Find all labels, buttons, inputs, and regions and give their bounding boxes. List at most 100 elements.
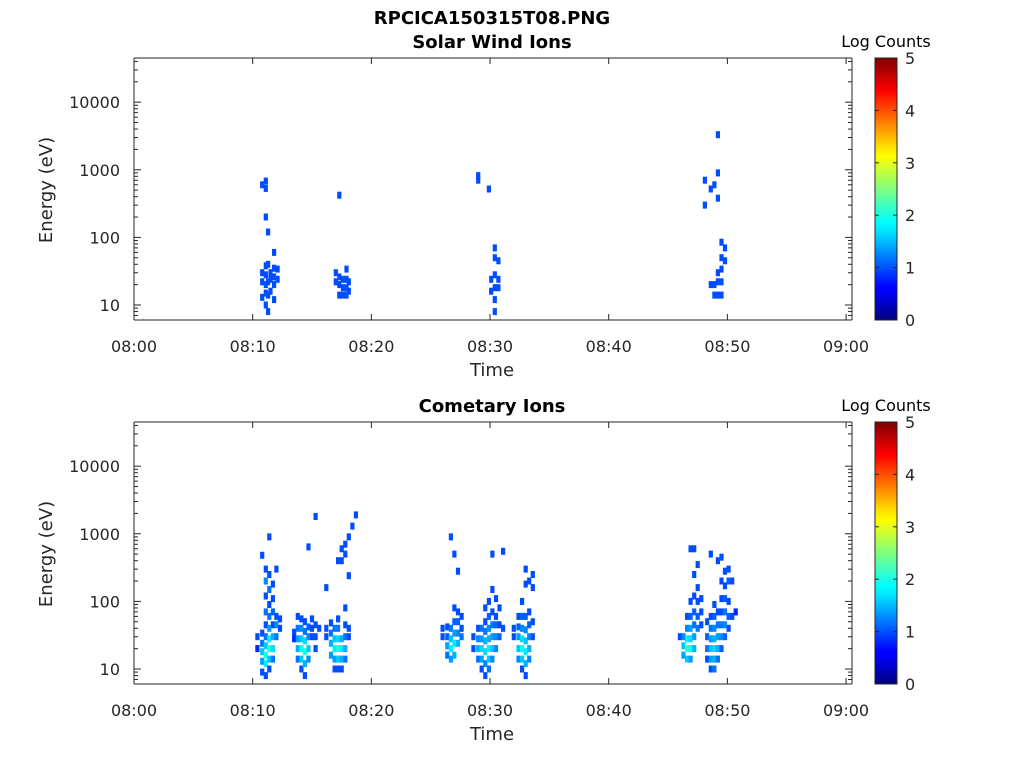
heatmap-cell bbox=[715, 131, 720, 139]
heatmap-cell bbox=[299, 624, 304, 632]
heatmap-cell bbox=[306, 655, 311, 663]
heatmap-cell bbox=[263, 213, 268, 221]
heatmap-cell bbox=[692, 621, 697, 629]
heatmap-cell bbox=[344, 284, 349, 292]
heatmap-cell bbox=[272, 248, 277, 256]
heatmap-cell bbox=[483, 627, 488, 635]
heatmap-cell bbox=[699, 608, 704, 616]
heatmap-cell bbox=[483, 648, 488, 656]
x-tick-label: 08:40 bbox=[586, 701, 632, 720]
heatmap-cell bbox=[260, 181, 265, 189]
heatmap-cell bbox=[260, 551, 265, 559]
heatmap-cell bbox=[275, 275, 280, 283]
heatmap-cell bbox=[299, 615, 304, 623]
heatmap-cell bbox=[302, 672, 307, 680]
heatmap-cell bbox=[493, 621, 499, 629]
heatmap-cell bbox=[306, 543, 311, 551]
heatmap-cell bbox=[263, 642, 268, 650]
heatmap-cell bbox=[715, 633, 720, 641]
heatmap-cell bbox=[448, 533, 453, 541]
heatmap-cell bbox=[299, 665, 304, 673]
heatmap-cell bbox=[719, 621, 724, 629]
heatmap-cell bbox=[299, 645, 304, 653]
heatmap-cell bbox=[448, 624, 453, 632]
heatmap-cell bbox=[479, 665, 484, 673]
heatmap-cell bbox=[493, 633, 499, 641]
heatmap-cell bbox=[496, 284, 501, 292]
heatmap-cell bbox=[523, 626, 528, 634]
heatmap-cell bbox=[336, 635, 341, 643]
panel-title: Solar Wind Ions bbox=[412, 32, 571, 53]
heatmap-cell bbox=[523, 612, 528, 620]
heatmap-cell bbox=[523, 580, 528, 588]
heatmap-cell bbox=[263, 262, 268, 270]
x-tick-label: 08:10 bbox=[230, 701, 276, 720]
heatmap-cell bbox=[688, 624, 693, 632]
heatmap-cell bbox=[705, 655, 710, 663]
heatmap-cell bbox=[527, 608, 532, 616]
heatmap-cell bbox=[455, 567, 461, 575]
heatmap-cell bbox=[459, 633, 464, 641]
heatmap-cell bbox=[712, 291, 717, 299]
heatmap-cell bbox=[263, 289, 268, 297]
heatmap-cell bbox=[719, 608, 724, 616]
heatmap-cell bbox=[708, 645, 713, 653]
heatmap-cell bbox=[527, 577, 532, 585]
heatmap-cell bbox=[274, 612, 279, 620]
heatmap-cell bbox=[685, 635, 690, 643]
heatmap-cell bbox=[685, 645, 690, 653]
heatmap-cell bbox=[336, 624, 341, 632]
x-tick-label: 09:00 bbox=[823, 701, 869, 720]
heatmap-cell bbox=[272, 273, 277, 281]
heatmap-cell bbox=[343, 540, 348, 548]
heatmap-cell bbox=[530, 571, 535, 578]
heatmap-cell bbox=[516, 633, 521, 641]
heatmap-cell bbox=[486, 624, 491, 632]
heatmap-cell bbox=[275, 265, 280, 273]
heatmap-cell bbox=[479, 655, 484, 663]
heatmap-cell bbox=[339, 545, 344, 553]
heatmap-cell bbox=[343, 621, 348, 629]
heatmap-cell bbox=[302, 618, 307, 626]
heatmap-cell bbox=[715, 608, 720, 616]
heatmap-cell bbox=[490, 550, 495, 558]
heatmap-cell bbox=[263, 177, 268, 185]
y-tick-label: 10 bbox=[100, 660, 120, 679]
heatmap-cell bbox=[340, 284, 345, 292]
heatmap-cell bbox=[267, 571, 272, 578]
heatmap-cell bbox=[350, 522, 355, 530]
heatmap-cell bbox=[263, 592, 268, 600]
heatmap-cell bbox=[309, 633, 315, 641]
panel-title: Cometary Ions bbox=[419, 396, 566, 417]
heatmap-cell bbox=[343, 550, 348, 558]
heatmap-cell bbox=[527, 645, 532, 653]
heatmap-cell bbox=[270, 645, 275, 653]
colorbar-tick-label: 4 bbox=[905, 465, 915, 484]
heatmap-cell bbox=[324, 584, 329, 592]
heatmap-cell bbox=[267, 533, 272, 541]
heatmap-cell bbox=[448, 635, 453, 643]
heatmap-cell bbox=[726, 565, 731, 573]
heatmap-cell bbox=[708, 635, 713, 643]
heatmap-cell bbox=[715, 645, 720, 653]
heatmap-cell bbox=[346, 278, 351, 286]
heatmap-cell bbox=[260, 668, 265, 676]
x-tick-label: 08:20 bbox=[348, 337, 394, 356]
heatmap-cell bbox=[455, 639, 461, 647]
heatmap-cell bbox=[292, 628, 297, 636]
heatmap-cell bbox=[337, 291, 342, 299]
heatmap-cell bbox=[263, 660, 268, 668]
heatmap-cell bbox=[715, 269, 720, 277]
heatmap-cell bbox=[530, 618, 535, 626]
heatmap-cell bbox=[263, 301, 268, 309]
colorbar-tick-label: 5 bbox=[905, 413, 915, 432]
heatmap-cell bbox=[715, 655, 720, 663]
x-tick-label: 08:20 bbox=[348, 701, 394, 720]
heatmap-cell bbox=[263, 633, 268, 641]
heatmap-cell bbox=[715, 557, 720, 565]
heatmap-cell bbox=[263, 281, 268, 289]
heatmap-cell bbox=[719, 633, 724, 641]
heatmap-cell bbox=[715, 194, 720, 202]
heatmap-cell bbox=[302, 660, 307, 668]
heatmap-cell bbox=[332, 665, 337, 673]
